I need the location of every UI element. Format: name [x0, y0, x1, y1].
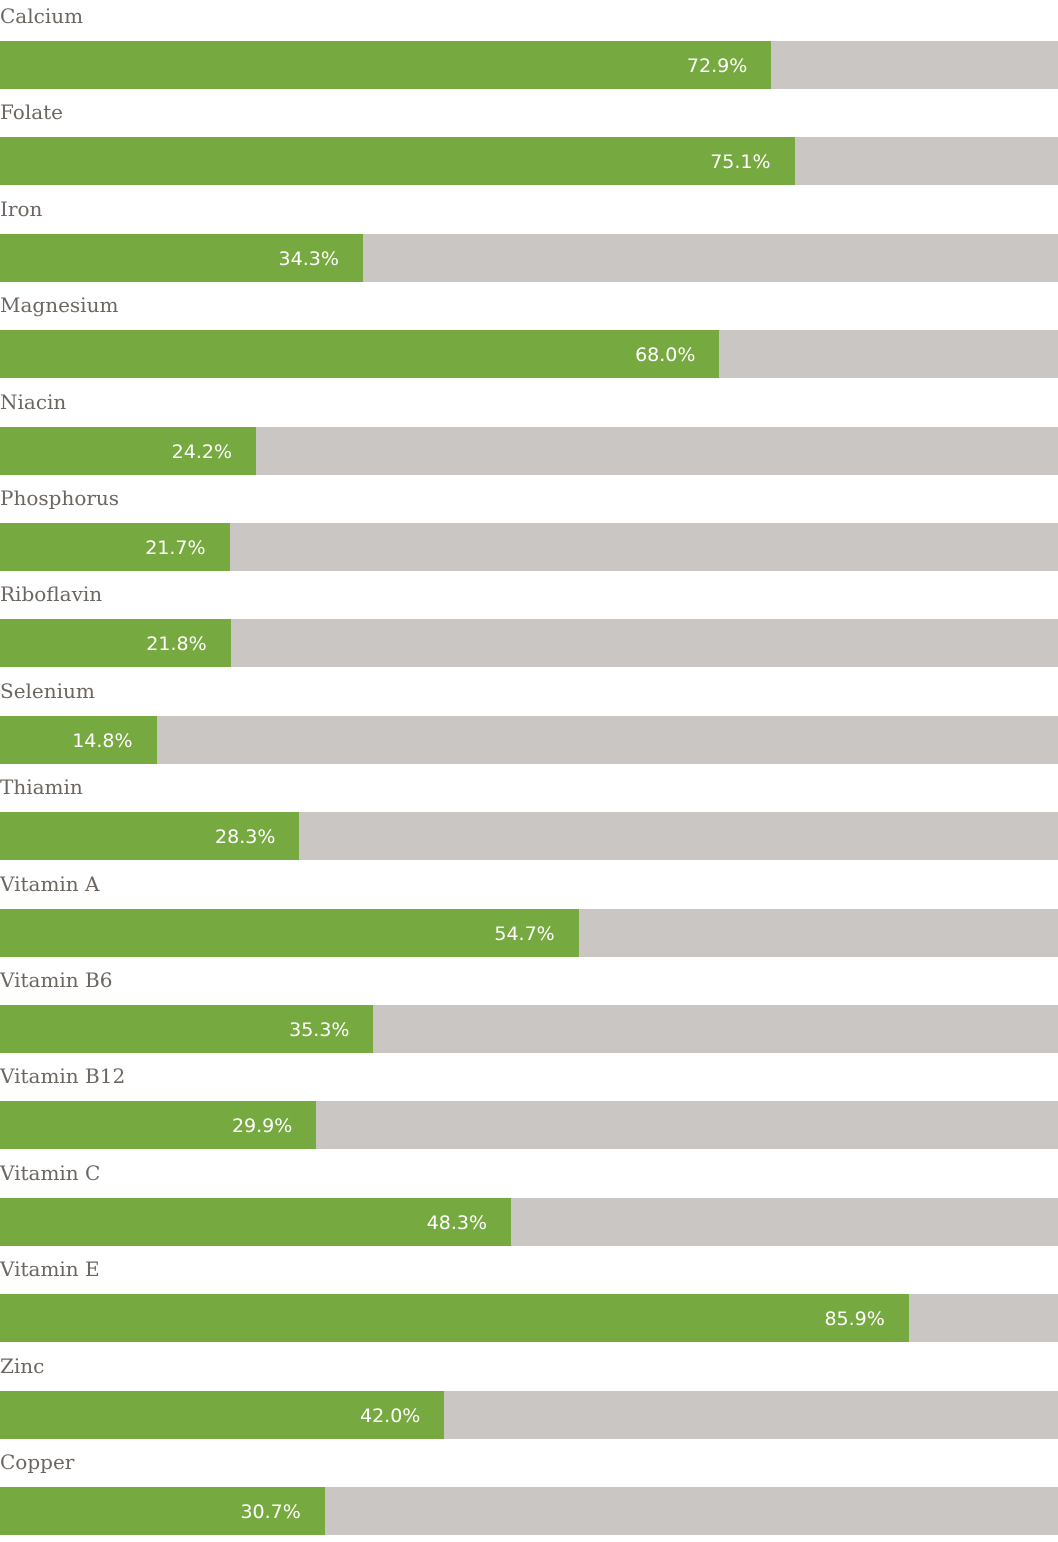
bar-track: 72.9%	[0, 41, 1058, 89]
bar-track: 21.7%	[0, 523, 1058, 571]
category-label: Vitamin E	[0, 1257, 100, 1281]
chart-row: Vitamin C 48.3%	[0, 1157, 1058, 1253]
category-label: Magnesium	[0, 293, 119, 317]
bar-track: 24.2%	[0, 427, 1058, 475]
bar-value-label: 30.7%	[240, 1501, 301, 1523]
bar-value-label: 42.0%	[360, 1405, 421, 1427]
bar-track: 85.9%	[0, 1294, 1058, 1342]
category-label: Selenium	[0, 679, 95, 703]
bar-value-label: 85.9%	[824, 1308, 885, 1330]
category-label: Thiamin	[0, 775, 83, 799]
chart-row: Niacin 24.2%	[0, 386, 1058, 482]
bar-value-label: 21.7%	[145, 537, 206, 559]
bar-fill: 30.7%	[0, 1487, 325, 1535]
bar-fill: 68.0%	[0, 330, 720, 378]
chart-row: Vitamin E 85.9%	[0, 1253, 1058, 1349]
bar-fill: 24.2%	[0, 427, 257, 475]
bar-value-label: 72.9%	[686, 55, 748, 77]
bar-fill: 21.7%	[0, 523, 230, 571]
bar-track: 68.0%	[0, 330, 1058, 378]
category-label: Folate	[0, 100, 64, 124]
bar-fill: 14.8%	[0, 716, 157, 764]
bar-value-label: 34.3%	[278, 248, 339, 270]
bar-value-label: 48.3%	[426, 1212, 487, 1234]
bar-track: 54.7%	[0, 909, 1058, 957]
chart-row: Thiamin 28.3%	[0, 771, 1058, 867]
bar-value-label: 75.1%	[710, 151, 771, 173]
chart-row: Selenium 14.8%	[0, 675, 1058, 771]
category-label: Vitamin C	[0, 1161, 101, 1185]
bar-track: 75.1%	[0, 137, 1058, 185]
bar-track: 29.9%	[0, 1101, 1058, 1149]
bar-value-label: 68.0%	[635, 344, 696, 366]
chart-row: Vitamin B6 35.3%	[0, 964, 1058, 1060]
category-label: Copper	[0, 1450, 75, 1474]
chart-row: Zinc 42.0%	[0, 1350, 1058, 1446]
bar-fill: 72.9%	[0, 41, 772, 89]
bar-track: 48.3%	[0, 1198, 1058, 1246]
bar-fill: 34.3%	[0, 234, 363, 282]
bar-track: 28.3%	[0, 812, 1058, 860]
chart-row: Folate 75.1%	[0, 96, 1058, 192]
bar-fill: 42.0%	[0, 1391, 445, 1439]
category-label: Vitamin A	[0, 872, 100, 896]
bar-value-label: 14.8%	[72, 730, 133, 752]
chart-row: Iron 34.3%	[0, 193, 1058, 289]
category-label: Iron	[0, 197, 43, 221]
chart-row: Riboflavin 21.8%	[0, 578, 1058, 674]
category-label: Calcium	[0, 4, 84, 28]
chart-row: Vitamin A 54.7%	[0, 868, 1058, 964]
bar-track: 42.0%	[0, 1391, 1058, 1439]
bar-fill: 21.8%	[0, 619, 231, 667]
chart-row: Copper 30.7%	[0, 1446, 1058, 1542]
bar-value-label: 28.3%	[215, 826, 276, 848]
chart-row: Phosphorus 21.7%	[0, 482, 1058, 578]
bar-track: 35.3%	[0, 1005, 1058, 1053]
bar-track: 21.8%	[0, 619, 1058, 667]
bar-fill: 48.3%	[0, 1198, 511, 1246]
category-label: Vitamin B6	[0, 968, 113, 992]
bar-value-label: 21.8%	[146, 633, 207, 655]
category-label: Vitamin B12	[0, 1064, 126, 1088]
bar-fill: 29.9%	[0, 1101, 317, 1149]
chart-row: Vitamin B12 29.9%	[0, 1060, 1058, 1156]
bar-fill: 85.9%	[0, 1294, 909, 1342]
bar-fill: 54.7%	[0, 909, 579, 957]
bar-value-label: 29.9%	[231, 1115, 293, 1137]
chart-row: Magnesium 68.0%	[0, 289, 1058, 385]
category-label: Phosphorus	[0, 486, 120, 510]
bar-value-label: 24.2%	[171, 441, 233, 463]
bar-fill: 35.3%	[0, 1005, 374, 1053]
category-label: Niacin	[0, 390, 67, 414]
bar-track: 34.3%	[0, 234, 1058, 282]
bar-track: 30.7%	[0, 1487, 1058, 1535]
bar-fill: 28.3%	[0, 812, 300, 860]
chart-row: Calcium 72.9%	[0, 0, 1058, 96]
bar-track: 14.8%	[0, 716, 1058, 764]
bar-fill: 75.1%	[0, 137, 795, 185]
category-label: Zinc	[0, 1354, 45, 1378]
bar-value-label: 35.3%	[289, 1019, 350, 1041]
bar-value-label: 54.7%	[494, 923, 555, 945]
category-label: Riboflavin	[0, 582, 103, 606]
